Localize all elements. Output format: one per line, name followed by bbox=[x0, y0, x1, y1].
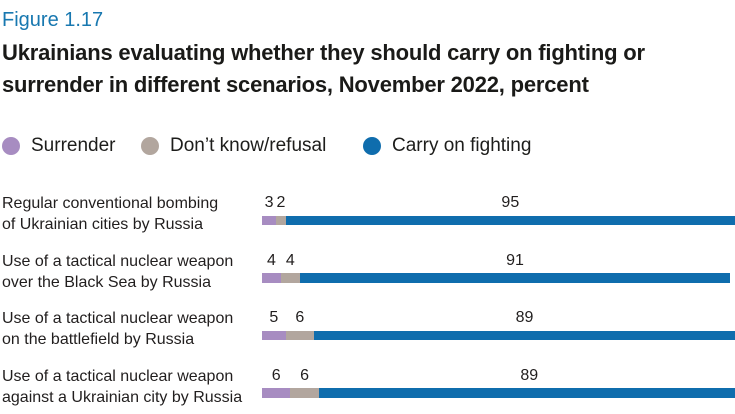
category-label-line: Use of a tactical nuclear weapon bbox=[2, 252, 234, 270]
chart-row: Use of a tactical nuclear weapon against … bbox=[0, 366, 735, 414]
chart-row: Regular conventional bombing of Ukrainian… bbox=[0, 193, 735, 241]
category-label-line: Use of a tactical nuclear weapon bbox=[2, 367, 234, 385]
legend-dot-icon bbox=[2, 137, 20, 155]
value-label: 6 bbox=[295, 309, 305, 326]
value-label: 4 bbox=[267, 251, 276, 269]
bar-segment-don-t-know-refusal bbox=[285, 330, 315, 340]
bar-segment-carry-on-fighting bbox=[318, 388, 735, 398]
value-label: 5 bbox=[269, 309, 279, 326]
category-label: Use of a tactical nuclear weapon against … bbox=[2, 366, 254, 408]
chart-row: Use of a tactical nuclear weapon over the… bbox=[0, 251, 735, 299]
bar-segment-don-t-know-refusal bbox=[290, 388, 319, 398]
bar-area: 3 2 95 bbox=[262, 193, 735, 241]
legend-item-label: Carry on fighting bbox=[392, 135, 532, 156]
stacked-bar bbox=[262, 215, 735, 225]
stacked-bar bbox=[262, 273, 735, 283]
figure-title-line-1: Ukrainians evaluating whether they shoul… bbox=[2, 40, 645, 65]
bar-area: 4 4 91 bbox=[262, 251, 735, 299]
value-label: 89 bbox=[520, 366, 539, 384]
value-label: 91 bbox=[506, 251, 524, 269]
category-label: Use of a tactical nuclear weapon on the b… bbox=[2, 308, 254, 350]
value-label: 89 bbox=[515, 309, 534, 326]
category-label-line: Use of a tactical nuclear weapon bbox=[2, 310, 234, 327]
stacked-bar-chart: Regular conventional bombing of Ukrainian… bbox=[0, 186, 735, 407]
bar-segment-carry-on-fighting bbox=[285, 215, 735, 225]
bar-segment-surrender bbox=[262, 273, 281, 283]
chart-row: Use of a tactical nuclear weapon on the b… bbox=[0, 308, 735, 356]
legend-dot-icon bbox=[363, 137, 381, 155]
bar-segment-don-t-know-refusal bbox=[276, 215, 286, 225]
value-label: 2 bbox=[276, 194, 286, 211]
bar-segment-surrender bbox=[262, 388, 291, 398]
bar-segment-carry-on-fighting bbox=[299, 273, 731, 283]
legend-dot-icon bbox=[141, 137, 159, 155]
figure-label: Figure 1.17 bbox=[2, 9, 104, 31]
bar-area: 6 6 89 bbox=[262, 366, 735, 414]
legend-item-label: Don’t know/refusal bbox=[170, 135, 327, 156]
legend-item: Don’t know/refusal bbox=[141, 135, 326, 157]
value-label: 3 bbox=[264, 194, 274, 211]
legend: Surrender Don’t know/refusal Carry on figh… bbox=[0, 135, 735, 157]
category-label: Regular conventional bombing of Ukrainian… bbox=[2, 193, 254, 235]
value-label: 4 bbox=[285, 251, 295, 269]
value-label: 95 bbox=[501, 194, 520, 211]
value-label: 6 bbox=[271, 366, 281, 384]
category-label-line: Regular conventional bombing bbox=[2, 195, 219, 212]
bar-area: 5 6 89 bbox=[262, 308, 735, 356]
stacked-bar bbox=[262, 388, 735, 398]
bar-segment-surrender bbox=[262, 330, 286, 340]
figure-title: Ukrainians evaluating whether they shoul… bbox=[2, 37, 645, 101]
value-label: 6 bbox=[300, 366, 310, 384]
category-label-line: on the battlefield by Russia bbox=[2, 331, 195, 348]
legend-item: Surrender bbox=[2, 135, 116, 157]
category-label-line: against a Ukrainian city by Russia bbox=[2, 388, 243, 406]
category-label-line: of Ukrainian cities by Russia bbox=[2, 216, 203, 233]
legend-item: Carry on fighting bbox=[363, 135, 531, 157]
category-label-line: over the Black Sea by Russia bbox=[2, 273, 211, 291]
bar-segment-don-t-know-refusal bbox=[280, 273, 300, 283]
stacked-bar bbox=[262, 330, 735, 340]
bar-segment-carry-on-fighting bbox=[314, 330, 735, 340]
bar-segment-surrender bbox=[262, 215, 277, 225]
legend-item-label: Surrender bbox=[31, 135, 116, 156]
figure-title-line-2: surrender in different scenarios, Novemb… bbox=[2, 72, 589, 97]
category-label: Use of a tactical nuclear weapon over the… bbox=[2, 251, 254, 293]
